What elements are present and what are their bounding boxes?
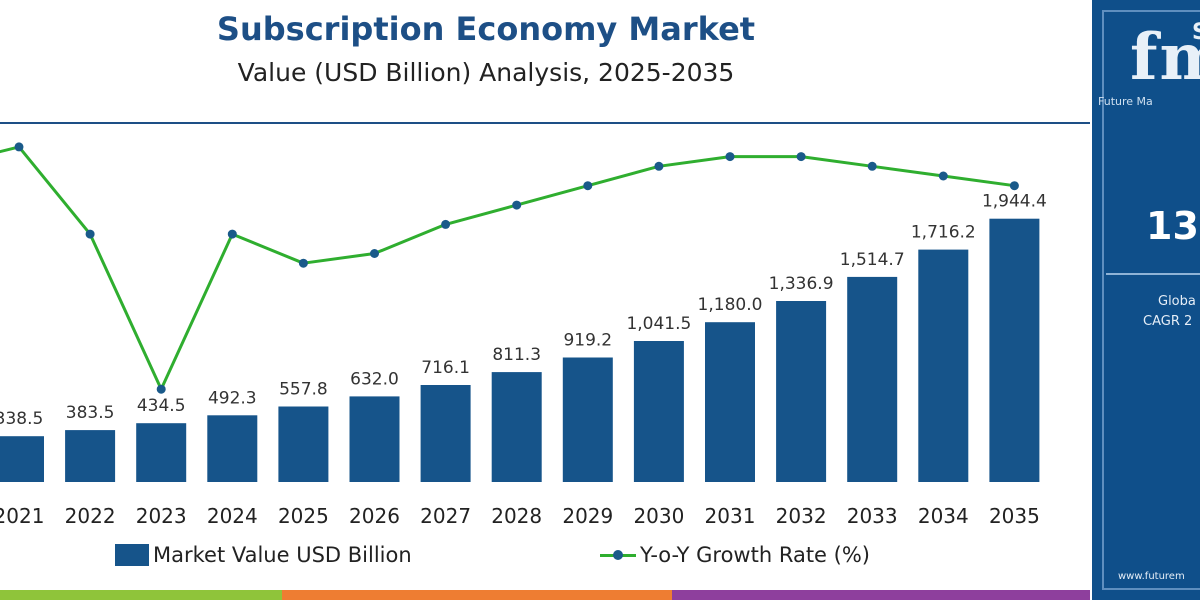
- bar-2033: [847, 276, 898, 482]
- bar-value-label: 338.5: [0, 409, 43, 429]
- bar-value-label: 434.5: [137, 396, 186, 416]
- x-tick-label: 2032: [776, 504, 827, 528]
- growth-point-2024: [227, 229, 237, 239]
- x-tick-label: 2023: [136, 504, 187, 528]
- growth-point-2021: [14, 142, 24, 152]
- bar-2032: [776, 301, 827, 482]
- x-tick-label: 2027: [420, 504, 471, 528]
- bar-value-label: 1,180.0: [698, 295, 763, 315]
- panel-frame: [1102, 10, 1200, 590]
- bar-2026: [349, 396, 400, 482]
- cagr-divider: [1106, 273, 1200, 275]
- bar-value-label: 919.2: [563, 331, 612, 351]
- bar-2029: [562, 357, 613, 482]
- x-tick-label: 2033: [847, 504, 898, 528]
- growth-point-2034: [938, 171, 948, 181]
- footer-strip-green: [0, 590, 282, 600]
- bar-2027: [420, 385, 471, 482]
- x-tick-label: 2029: [562, 504, 613, 528]
- bar-value-label: 1,514.7: [840, 250, 905, 270]
- footer-strip-orange: [282, 590, 672, 600]
- growth-point-2033: [867, 161, 877, 171]
- bar-value-label: 1,716.2: [911, 223, 976, 243]
- growth-point-2030: [654, 161, 664, 171]
- logo-small-text: S: [1192, 20, 1200, 45]
- x-tick-label: 2028: [491, 504, 542, 528]
- bar-value-label: 632.0: [350, 369, 399, 389]
- bar-value-label: 383.5: [66, 403, 115, 423]
- x-tick-label: 2030: [633, 504, 684, 528]
- bar-2030: [633, 341, 684, 482]
- x-tick-label: 2035: [989, 504, 1040, 528]
- x-tick-label: 2024: [207, 504, 258, 528]
- bar-value-label: 1,336.9: [769, 274, 834, 294]
- chart-subtitle: Value (USD Billion) Analysis, 2025-2035: [237, 58, 735, 87]
- header-divider: [0, 122, 1090, 124]
- growth-point-2026: [370, 249, 379, 258]
- legend-bar-entry: Market Value USD Billion: [115, 543, 412, 567]
- growth-point-2027: [441, 219, 451, 229]
- bar-2022: [65, 430, 116, 482]
- growth-point-2022: [85, 229, 95, 239]
- cagr-label-period: CAGR 2: [1143, 314, 1193, 329]
- bar-2024: [207, 415, 258, 482]
- bar-value-label: 557.8: [279, 380, 328, 400]
- growth-point-2032: [796, 152, 806, 162]
- logo-tagline: Future Ma: [1098, 95, 1153, 108]
- x-tick-label: 2025: [278, 504, 329, 528]
- chart-title: Subscription Economy Market: [216, 10, 756, 48]
- logo-main-text: fm: [1130, 20, 1200, 95]
- legend-bar-label: Market Value USD Billion: [153, 543, 412, 567]
- growth-rate-line: [0, 145, 1015, 391]
- growth-point-2028: [512, 200, 522, 210]
- growth-point-2035: [1009, 181, 1019, 191]
- growth-point-2025: [298, 258, 308, 268]
- growth-point-2029: [583, 181, 593, 191]
- bar-line-chart: 338.5 2021 383.5 2022 434.5 2023 492.3 2024 557.…: [0, 142, 1047, 528]
- x-tick-label: 2022: [65, 504, 116, 528]
- bar-2028: [491, 372, 542, 482]
- bar-value-label: 492.3: [208, 388, 257, 408]
- growth-point-2031: [725, 152, 735, 162]
- bar-2021: [0, 436, 44, 482]
- brand-side-panel: fm S: [1092, 0, 1200, 600]
- legend-bar-swatch: [115, 544, 149, 566]
- bar-2031: [705, 322, 755, 482]
- bar-value-label: 1,041.5: [626, 314, 691, 334]
- legend-line-entry: Y-o-Y Growth Rate (%): [600, 543, 870, 567]
- x-tick-label: 2026: [349, 504, 400, 528]
- bar-2023: [136, 423, 187, 482]
- footer-strip-purple: [672, 590, 1090, 600]
- bar-value-label: 811.3: [492, 345, 541, 365]
- x-tick-label: 2034: [918, 504, 969, 528]
- bar-value-label: 716.1: [421, 358, 470, 378]
- fmi-logo: fm S: [1122, 20, 1200, 95]
- x-tick-label: 2021: [0, 504, 44, 528]
- bar-2025: [278, 406, 329, 482]
- bar-2034: [918, 249, 969, 482]
- cagr-value: 13.: [1146, 204, 1200, 248]
- legend-line-label: Y-o-Y Growth Rate (%): [640, 543, 870, 567]
- website-url: www.futurem: [1118, 571, 1185, 582]
- growth-point-2023: [156, 384, 166, 394]
- cagr-label-global: Globa: [1158, 294, 1196, 309]
- bar-value-label: 1,944.4: [982, 192, 1047, 212]
- legend-line-swatch: [600, 548, 636, 562]
- x-tick-label: 2031: [705, 504, 756, 528]
- bar-2035: [989, 218, 1040, 482]
